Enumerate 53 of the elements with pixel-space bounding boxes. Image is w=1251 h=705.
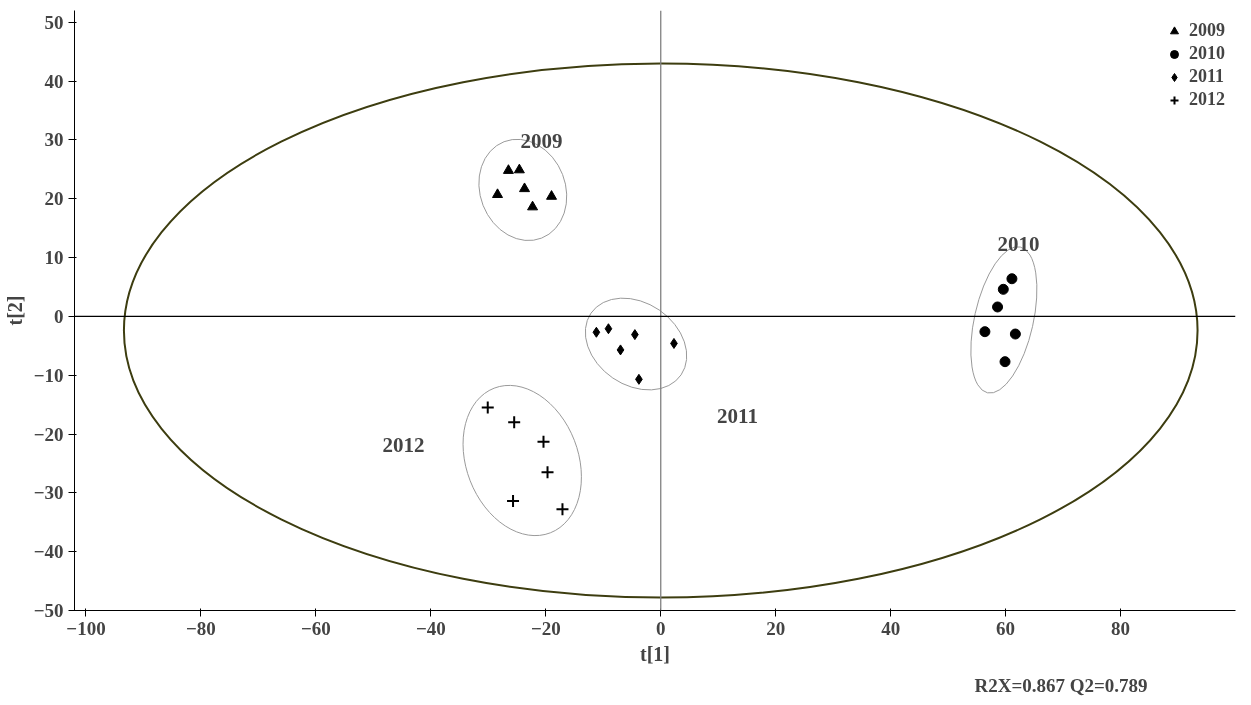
x-tick-label: 80 (1111, 617, 1131, 639)
annotation: 2010 (997, 231, 1040, 256)
point (536, 434, 551, 449)
point (992, 301, 1004, 313)
x-tick-label: 60 (996, 617, 1016, 639)
point (527, 200, 539, 211)
x-tick-label: −80 (186, 617, 216, 639)
y-tick-label: −10 (33, 364, 64, 386)
annotation: 2011 (717, 403, 758, 428)
y-tick-label: 20 (44, 188, 64, 210)
x-tick-label: −100 (66, 617, 106, 639)
point (492, 188, 504, 198)
y-tick-label: 10 (44, 247, 64, 269)
y-axis-title: t[2] (3, 295, 26, 326)
point (480, 400, 495, 415)
point (1006, 273, 1018, 285)
point (540, 465, 555, 480)
x-tick-label: −40 (415, 617, 446, 639)
legend-label: 2009 (1189, 20, 1225, 41)
y-tick-label: −30 (33, 482, 64, 504)
point (1009, 328, 1021, 340)
point (979, 326, 991, 338)
point (513, 163, 525, 174)
x-tick-label: 40 (881, 617, 901, 639)
y-tick-label: 30 (44, 129, 64, 151)
legend-label: 2012 (1189, 89, 1225, 110)
point (592, 326, 601, 338)
point (502, 164, 514, 174)
x-tick-label: −20 (530, 617, 561, 639)
point (507, 415, 522, 430)
point (616, 344, 625, 356)
annotation: 2009 (520, 128, 563, 153)
point (997, 283, 1009, 295)
point (546, 190, 558, 200)
point (999, 356, 1011, 368)
text: R2X=0.867 Q2=0.789 (974, 674, 1148, 696)
y-tick-label: −20 (33, 423, 64, 445)
x-tick-label: −60 (300, 617, 331, 639)
y-tick-label: −50 (33, 600, 64, 621)
y-tick-label: −40 (33, 541, 64, 563)
point (604, 323, 613, 335)
point (506, 494, 521, 509)
x-axis-title: t[1] (640, 642, 670, 665)
y-tick-label: 0 (54, 305, 64, 327)
y-tick-label: 40 (44, 70, 64, 92)
x-tick-label: 0 (656, 617, 666, 639)
x-tick-label: 20 (766, 617, 786, 639)
annotation: 2012 (382, 432, 425, 457)
point (555, 502, 570, 517)
point (519, 182, 531, 193)
legend-label: 2010 (1189, 43, 1225, 64)
legend-label: 2011 (1189, 66, 1225, 87)
y-tick-label: 50 (44, 11, 64, 33)
